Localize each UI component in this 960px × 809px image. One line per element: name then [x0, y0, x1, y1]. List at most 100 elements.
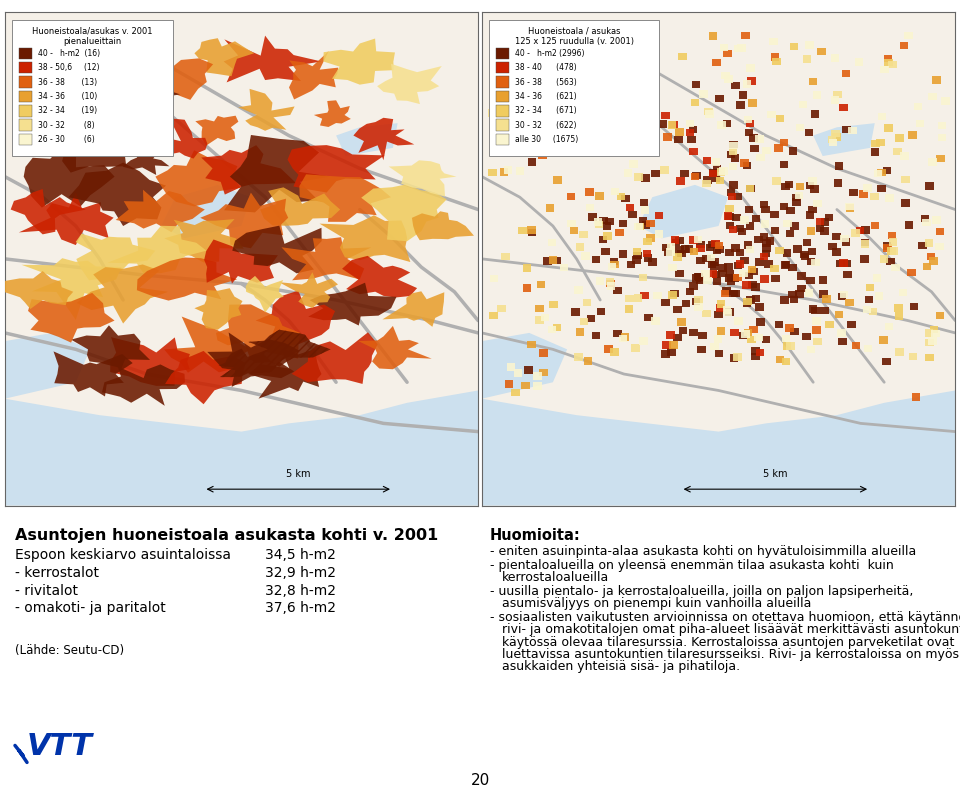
Bar	[740, 257, 749, 265]
Bar	[540, 349, 548, 357]
Polygon shape	[358, 326, 432, 369]
Bar	[606, 117, 613, 125]
Polygon shape	[219, 349, 276, 377]
Bar	[846, 203, 854, 210]
Bar	[677, 318, 685, 326]
Bar	[776, 247, 783, 255]
Bar	[835, 163, 843, 170]
Text: 32,8 h-m2: 32,8 h-m2	[265, 583, 336, 598]
Bar	[780, 161, 788, 168]
Bar	[566, 193, 575, 200]
Bar	[686, 129, 694, 137]
Bar	[813, 337, 822, 345]
Bar	[610, 261, 618, 269]
Bar	[712, 165, 721, 172]
Bar	[717, 300, 725, 307]
Bar	[747, 336, 756, 343]
Bar	[534, 137, 542, 144]
Bar	[643, 238, 652, 245]
Bar	[837, 329, 846, 337]
Bar	[546, 205, 554, 212]
Text: Huoneistoala / asukas
125 x 125 ruudulla (v. 2001): Huoneistoala / asukas 125 x 125 ruudulla…	[515, 27, 634, 46]
Bar	[746, 120, 754, 127]
Bar	[587, 315, 595, 322]
Bar	[796, 290, 804, 298]
Bar	[627, 260, 636, 268]
Bar	[509, 45, 517, 53]
Bar	[718, 270, 727, 277]
Bar	[533, 382, 541, 390]
Bar	[689, 282, 698, 290]
Polygon shape	[114, 49, 213, 100]
Bar	[786, 342, 795, 349]
Bar	[711, 240, 720, 248]
Bar	[681, 245, 689, 253]
Bar	[737, 44, 746, 52]
Bar	[522, 123, 531, 130]
Bar	[871, 193, 878, 201]
Bar	[553, 176, 562, 184]
Bar	[828, 243, 837, 250]
Bar	[724, 263, 732, 270]
Bar	[792, 193, 801, 201]
Bar	[726, 213, 734, 220]
Bar	[713, 277, 722, 285]
Bar	[889, 238, 898, 246]
Text: 20: 20	[470, 773, 490, 788]
Text: 32 - 34       (19): 32 - 34 (19)	[38, 106, 97, 116]
Bar	[618, 219, 627, 227]
Bar	[490, 275, 498, 282]
Bar	[714, 349, 723, 358]
Bar	[752, 294, 760, 302]
Text: 5 km: 5 km	[763, 469, 787, 479]
Polygon shape	[123, 146, 170, 175]
Bar	[762, 146, 771, 155]
Bar	[748, 265, 756, 273]
Bar	[728, 193, 736, 200]
Bar	[756, 303, 764, 311]
Bar	[848, 320, 856, 328]
Bar	[702, 180, 710, 188]
Bar	[538, 134, 545, 142]
Text: asumisväljyys on pienempi kuin vanhoilla alueilla: asumisväljyys on pienempi kuin vanhoilla…	[502, 597, 811, 610]
Bar	[773, 177, 781, 184]
Bar	[489, 20, 660, 156]
Bar	[619, 335, 627, 342]
Bar	[521, 97, 530, 104]
Bar	[692, 81, 700, 88]
Bar	[621, 333, 630, 341]
Bar	[581, 252, 589, 260]
Bar	[596, 308, 605, 316]
Bar	[904, 222, 913, 229]
Bar	[606, 280, 614, 287]
Bar	[618, 250, 627, 258]
Bar	[635, 126, 643, 133]
Bar	[833, 91, 842, 99]
Bar	[496, 105, 510, 116]
Bar	[775, 320, 783, 328]
Bar	[696, 245, 705, 252]
Bar	[741, 330, 750, 338]
Bar	[626, 204, 635, 211]
Bar	[790, 222, 799, 230]
Bar	[628, 108, 636, 115]
Bar	[823, 295, 831, 303]
Bar	[795, 192, 803, 200]
Bar	[733, 354, 742, 361]
Polygon shape	[336, 123, 397, 156]
Bar	[805, 41, 814, 49]
Bar	[686, 288, 694, 295]
Bar	[769, 37, 778, 45]
Bar	[631, 101, 638, 108]
Bar	[821, 218, 829, 226]
Bar	[574, 354, 583, 361]
Bar	[689, 236, 698, 244]
Polygon shape	[224, 135, 330, 213]
Bar	[928, 159, 937, 166]
Bar	[629, 160, 637, 167]
Bar	[698, 332, 707, 339]
Bar	[767, 111, 776, 118]
Polygon shape	[76, 234, 156, 281]
Bar	[721, 290, 730, 298]
Bar	[801, 252, 809, 260]
